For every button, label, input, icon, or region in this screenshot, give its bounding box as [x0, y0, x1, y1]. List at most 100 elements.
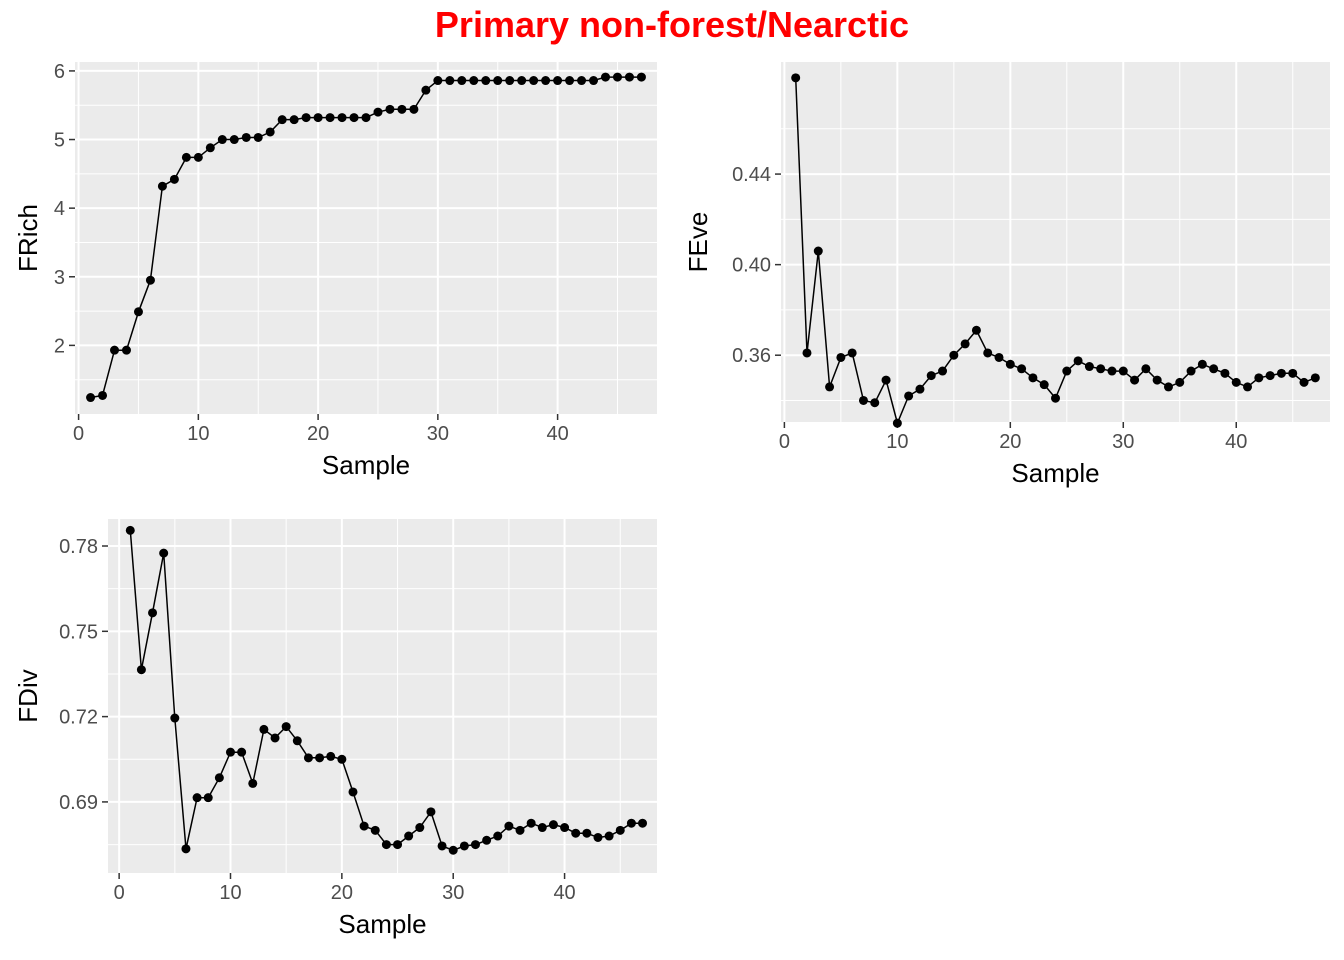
frich-data-point: [385, 104, 395, 114]
frich-y-tick-label: 6: [54, 61, 65, 83]
fdiv-data-point: [426, 807, 436, 817]
frich-data-point: [373, 107, 383, 117]
fdiv-data-point: [548, 820, 558, 830]
feve-data-point: [892, 418, 902, 428]
frich-data-point: [86, 393, 96, 403]
fdiv-data-point: [125, 525, 135, 535]
fdiv-data-point: [526, 818, 536, 828]
fdiv-data-point: [448, 845, 458, 855]
fdiv-x-axis-label: Sample: [338, 909, 426, 939]
feve-data-point: [960, 339, 970, 349]
fdiv-data-point: [504, 821, 514, 831]
fdiv-data-point: [326, 751, 336, 761]
feve-y-tick-label: 0.36: [732, 345, 771, 367]
feve-data-point: [881, 375, 891, 385]
fdiv-x-tick-label: 10: [219, 882, 241, 904]
feve-data-point: [1062, 366, 1072, 376]
feve-data-point: [1141, 364, 1151, 374]
frich-x-tick-label: 10: [187, 423, 209, 445]
fdiv-data-point: [381, 840, 391, 850]
feve-data-point: [1118, 366, 1128, 376]
fdiv-x-tick-label: 0: [114, 882, 125, 904]
chart-title: Primary non-forest/Nearctic: [434, 4, 910, 45]
feve-data-point: [926, 371, 936, 381]
fdiv-y-tick-label: 0.78: [59, 536, 98, 558]
fdiv-data-point: [214, 773, 224, 783]
feve-data-point: [1017, 364, 1027, 374]
frich-data-point: [493, 76, 503, 86]
feve-data-point: [1084, 362, 1094, 372]
feve-data-point: [1197, 359, 1207, 369]
frich-data-point: [397, 104, 407, 114]
frich-data-point: [565, 76, 575, 86]
feve-data-point: [858, 395, 868, 405]
feve-data-point: [1005, 359, 1015, 369]
feve-data-point: [1310, 373, 1320, 383]
fdiv-data-point: [181, 844, 191, 854]
feve-data-point: [1254, 373, 1264, 383]
frich-y-axis-label: FRich: [13, 204, 43, 272]
fdiv-data-point: [537, 823, 547, 833]
feve-chart: 0 10 20 30 40 0.36 0.40 0.44 Sample FEve: [683, 62, 1330, 488]
fdiv-data-point: [225, 747, 235, 757]
frich-data-point: [217, 135, 227, 145]
fdiv-data-point: [604, 831, 614, 841]
frich-data-point: [601, 72, 611, 82]
fdiv-data-point: [337, 754, 347, 764]
feve-data-point: [1299, 377, 1309, 387]
frich-x-axis-label: Sample: [322, 450, 410, 480]
frich-data-point: [325, 113, 335, 123]
feve-y-axis-label: FEve: [683, 212, 713, 273]
feve-data-point: [791, 73, 801, 83]
frich-data-point: [265, 127, 275, 137]
feve-x-tick-label: 20: [999, 431, 1021, 453]
fdiv-data-point: [203, 793, 213, 803]
fdiv-x-tick-label: 30: [442, 882, 464, 904]
fdiv-x-tick-label: 20: [331, 882, 353, 904]
frich-y-tick-label: 3: [54, 267, 65, 289]
fdiv-data-point: [415, 823, 425, 833]
fdiv-data-point: [259, 724, 269, 734]
frich-x-tick-label: 40: [546, 423, 568, 445]
feve-data-point: [1028, 373, 1038, 383]
feve-data-point: [904, 391, 914, 401]
fdiv-data-point: [571, 828, 581, 838]
feve-data-point: [870, 398, 880, 408]
fdiv-data-point: [626, 818, 636, 828]
frich-data-point: [612, 72, 622, 82]
frich-data-point: [505, 76, 515, 86]
fdiv-data-point: [470, 840, 480, 850]
frich-data-point: [110, 345, 120, 355]
fdiv-data-point: [437, 841, 447, 851]
fdiv-data-point: [593, 832, 603, 842]
frich-data-point: [169, 174, 179, 184]
feve-data-point: [1152, 375, 1162, 385]
frich-data-point: [133, 307, 143, 317]
fdiv-data-point: [582, 828, 592, 838]
feve-x-axis-label: Sample: [1011, 458, 1099, 488]
frich-data-point: [529, 76, 539, 86]
frich-chart: 0 10 20 30 40 2 3 4 5 6 Sample FRich: [13, 61, 657, 480]
frich-data-point: [433, 76, 443, 86]
feve-data-point: [802, 348, 812, 358]
fdiv-data-point: [560, 823, 570, 833]
feve-data-point: [971, 325, 981, 335]
frich-data-point: [636, 72, 646, 82]
frich-data-point: [469, 76, 479, 86]
frich-x-tick-label: 30: [427, 423, 449, 445]
frich-data-point: [289, 115, 299, 125]
frich-data-point: [517, 76, 527, 86]
frich-data-point: [624, 72, 634, 82]
fdiv-data-point: [148, 608, 158, 618]
fdiv-y-tick-label: 0.69: [59, 792, 98, 814]
fdiv-data-point: [292, 736, 302, 746]
fdiv-chart: 0 10 20 30 40 0.69 0.72 0.75 0.78 Sample FDiv: [13, 519, 657, 939]
fdiv-data-point: [459, 841, 469, 851]
fdiv-data-point: [348, 787, 358, 797]
feve-data-point: [1288, 368, 1298, 378]
fdiv-data-point: [281, 722, 291, 732]
feve-data-point: [813, 246, 823, 256]
fdiv-data-point: [136, 665, 146, 675]
feve-data-point: [836, 352, 846, 362]
fdiv-data-point: [515, 825, 525, 835]
